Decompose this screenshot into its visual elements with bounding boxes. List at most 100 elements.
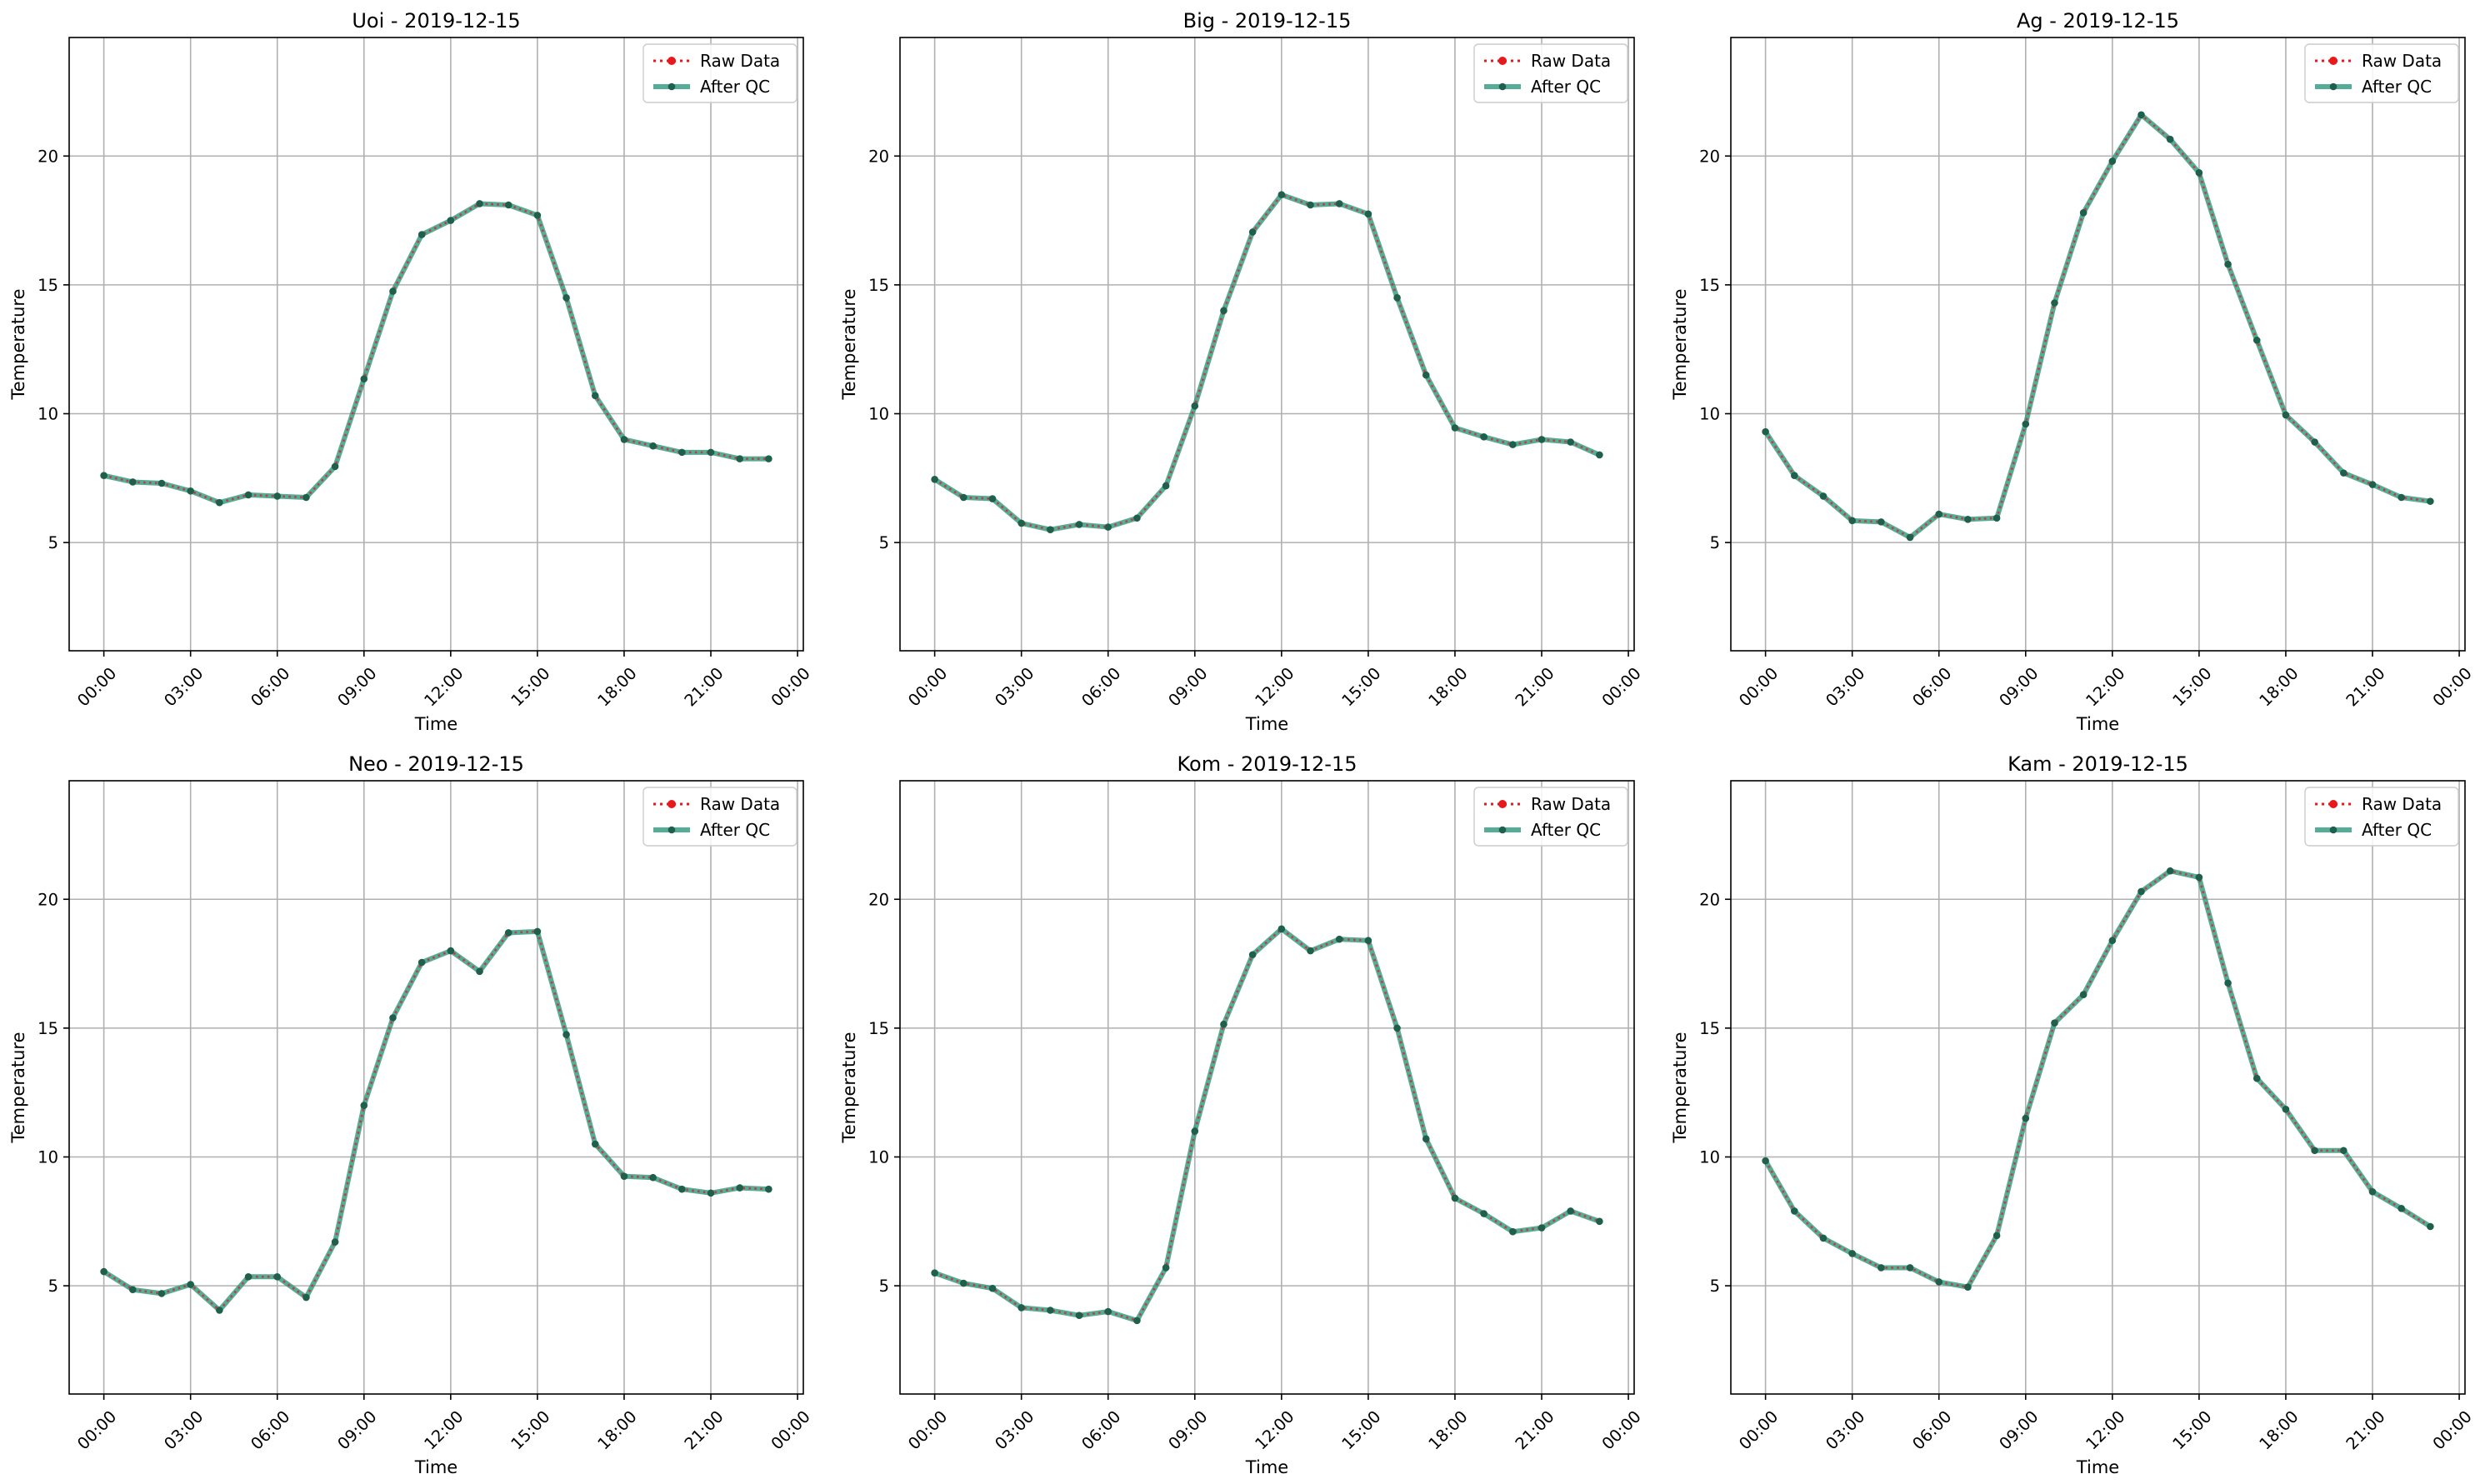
- data-point: [1480, 1210, 1488, 1217]
- data-point: [2166, 135, 2174, 143]
- subplot-title: Kom - 2019-12-15: [1178, 752, 1358, 776]
- subplot-kam: 00:00 03:00 06:00 09:00 12:00 15:00 18:00 21:00…: [1670, 752, 2476, 1477]
- subplot-ag: 00:00 03:00 06:00 09:00 12:00 15:00 18:00 21:00…: [1670, 9, 2476, 734]
- data-point: [389, 287, 397, 295]
- x-tick-label: 09:00: [334, 663, 381, 710]
- data-point: [2108, 937, 2117, 945]
- data-point: [1538, 1224, 1546, 1232]
- data-point: [1248, 951, 1257, 959]
- legend: Raw Data After QC: [1473, 787, 1628, 847]
- data-point: [158, 479, 166, 487]
- data-point: [1422, 1135, 1430, 1143]
- subplot-title: Neo - 2019-12-15: [348, 752, 524, 776]
- y-tick-label: 20: [1699, 147, 1720, 166]
- data-point: [562, 294, 570, 302]
- subplot-kom: 00:00 03:00 06:00 09:00 12:00 15:00 18:00 21:00…: [839, 752, 1645, 1477]
- x-tick-label: 06:00: [1908, 1407, 1955, 1453]
- data-point: [1509, 441, 1517, 448]
- data-point: [1075, 1312, 1083, 1319]
- data-point: [1162, 1264, 1170, 1272]
- y-tick-label: 10: [38, 404, 58, 423]
- data-point: [2427, 1222, 2434, 1231]
- x-axis-label: Time: [1245, 1457, 1288, 1477]
- grid: [1731, 37, 2465, 651]
- axes-frame: [899, 37, 1635, 652]
- subplot-neo: 00:00 03:00 06:00 09:00 12:00 15:00 18:00 21:00…: [8, 752, 814, 1477]
- x-tick-label: 06:00: [1908, 663, 1955, 710]
- legend: Raw Data After QC: [2304, 787, 2459, 847]
- legend-marker-raw-data: [1498, 800, 1507, 808]
- data-point: [2022, 1114, 2030, 1122]
- data-point: [1596, 1217, 1603, 1226]
- y-axis-label: Temperature: [839, 1032, 859, 1143]
- data-point: [476, 200, 483, 207]
- data-point: [331, 1238, 339, 1246]
- data-point: [2166, 867, 2174, 875]
- x-tick-label: 09:00: [1996, 663, 2042, 710]
- data-point: [2427, 497, 2434, 505]
- y-tick-label: 5: [1710, 1277, 1720, 1296]
- axes-frame: [899, 780, 1635, 1395]
- data-point: [360, 375, 368, 383]
- y-tick-label: 5: [879, 1277, 889, 1296]
- legend-label-after-qc: After QC: [1531, 77, 1601, 97]
- data-point: [1307, 201, 1314, 209]
- data-point: [2252, 1074, 2261, 1082]
- subplot-title: Uoi - 2019-12-15: [352, 9, 520, 32]
- data-point: [1791, 472, 1798, 480]
- x-tick-label: 15:00: [2169, 1407, 2216, 1453]
- data-point: [1047, 526, 1054, 533]
- series-line-after-qc: [101, 928, 772, 1313]
- x-tick-label: 06:00: [247, 1407, 293, 1453]
- data-point: [620, 1172, 628, 1180]
- y-axis-label: Temperature: [839, 288, 859, 400]
- data-point: [2195, 169, 2203, 177]
- y-axis-label: Temperature: [1670, 1032, 1690, 1143]
- x-axis-label: Time: [2076, 1457, 2119, 1477]
- data-point: [591, 392, 599, 400]
- axes-frame: [1730, 37, 2466, 652]
- data-point: [1992, 1232, 2001, 1240]
- x-tick-label: 15:00: [1338, 1407, 1385, 1453]
- data-point: [1075, 521, 1083, 528]
- data-point: [1162, 482, 1170, 490]
- data-point: [1567, 438, 1574, 446]
- data-point: [533, 927, 542, 936]
- data-point: [1047, 1307, 1054, 1314]
- legend-label-after-qc: After QC: [2362, 820, 2432, 840]
- data-point: [2051, 299, 2058, 307]
- data-point: [2224, 979, 2232, 987]
- y-tick-label: 15: [38, 1019, 58, 1038]
- data-point: [1964, 1283, 1972, 1291]
- y-tick-label: 15: [38, 276, 58, 295]
- x-tick-label: 21:00: [2342, 663, 2389, 710]
- data-point: [158, 1290, 166, 1297]
- legend: Raw Data After QC: [642, 787, 798, 847]
- data-point: [100, 1267, 108, 1276]
- legend-label-after-qc: After QC: [700, 820, 770, 840]
- data-point: [1848, 517, 1856, 525]
- legend-marker-after-qc: [2329, 82, 2338, 91]
- data-point: [678, 1185, 686, 1193]
- x-tick-label: 06:00: [1078, 663, 1124, 710]
- data-point: [649, 1173, 657, 1182]
- series-line-after-qc: [932, 926, 1602, 1323]
- legend-label-raw-data: Raw Data: [2362, 51, 2442, 71]
- data-point: [1133, 514, 1141, 522]
- x-tick-label: 09:00: [1165, 663, 1212, 710]
- data-point: [1819, 1234, 1828, 1242]
- x-tick-label: 00:00: [2429, 1407, 2476, 1453]
- data-point: [707, 1189, 715, 1197]
- legend-label-after-qc: After QC: [700, 77, 770, 97]
- data-point: [1335, 200, 1343, 207]
- y-tick-label: 10: [868, 404, 889, 423]
- subplot-title: Ag - 2019-12-15: [2017, 9, 2179, 32]
- legend-marker-raw-data: [668, 800, 676, 808]
- legend-marker-after-qc: [668, 82, 676, 91]
- x-tick-label: 00:00: [2429, 663, 2476, 710]
- data-point: [100, 472, 108, 480]
- data-point: [216, 1307, 223, 1314]
- data-point: [2368, 481, 2377, 488]
- data-point: [1220, 307, 1228, 315]
